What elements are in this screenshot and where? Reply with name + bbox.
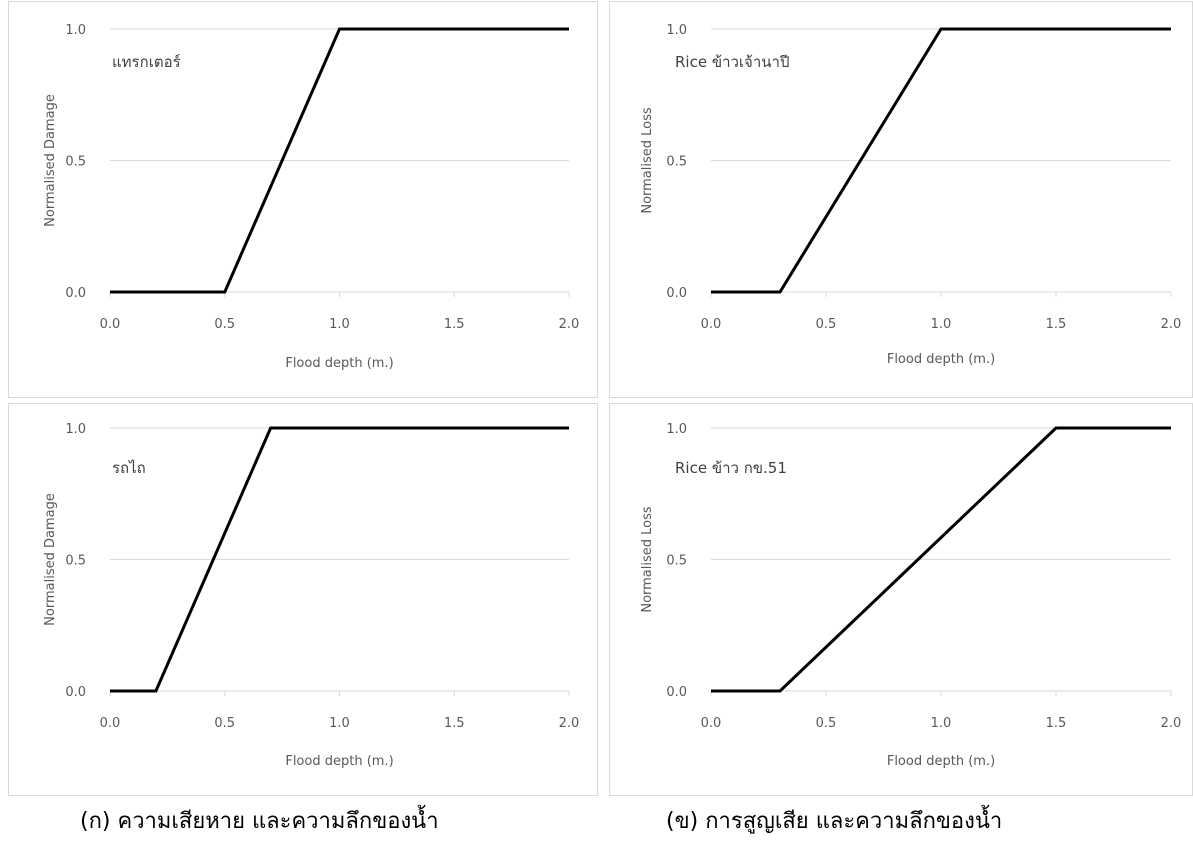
x-tick-label: 1.5 bbox=[1046, 716, 1067, 731]
y-axis-title: Normalised Loss bbox=[640, 506, 655, 613]
series-line bbox=[711, 426, 1171, 693]
x-tick-label: 0.5 bbox=[214, 716, 235, 731]
y-tick-label: 0.5 bbox=[666, 155, 687, 170]
x-tick-label: 0.0 bbox=[100, 716, 121, 731]
y-tick-label: 1.0 bbox=[666, 422, 687, 437]
y-tick-label: 0.0 bbox=[65, 685, 86, 700]
x-tick-label: 2.0 bbox=[559, 317, 580, 332]
y-tick-label: 0.0 bbox=[666, 286, 687, 301]
y-tick-label: 0.5 bbox=[65, 155, 86, 170]
x-axis-title: Flood depth (m.) bbox=[887, 754, 995, 769]
x-tick-label: 1.0 bbox=[931, 716, 952, 731]
chart-svg: 0.0 0.5 1.0 0.0 0.5 1.0 1.5 2.0 Flood depth (m.)… bbox=[640, 422, 1182, 769]
chart-annotation: Rice ข้าว กข.51 bbox=[675, 459, 787, 477]
x-tick-label: 2.0 bbox=[559, 716, 580, 731]
x-tick-label: 2.0 bbox=[1161, 317, 1182, 332]
x-axis-title: Flood depth (m.) bbox=[285, 754, 393, 769]
chart-annotation: รถไถ bbox=[112, 459, 146, 477]
y-tick-label: 0.5 bbox=[65, 554, 86, 569]
x-tick-label: 0.0 bbox=[100, 317, 121, 332]
chart-svg: 0.0 0.5 1.0 0.0 0.5 1.0 1.5 2.0 Flood depth (m.)… bbox=[640, 23, 1182, 367]
chart-panel-rice-napi: 0.0 0.5 1.0 0.0 0.5 1.0 1.5 2.0 Flood depth (m.)… bbox=[609, 1, 1193, 398]
y-tick-label: 1.0 bbox=[65, 422, 86, 437]
y-tick-label: 1.0 bbox=[666, 23, 687, 38]
chart-annotation: Rice ข้าวเจ้านาปี bbox=[675, 53, 789, 71]
series-line bbox=[110, 27, 569, 294]
y-axis-title: Normalised Damage bbox=[43, 94, 58, 227]
x-tick-label: 0.0 bbox=[701, 317, 722, 332]
x-tick-label: 1.5 bbox=[444, 317, 465, 332]
x-tick-label: 1.5 bbox=[1046, 317, 1067, 332]
x-tick-label: 0.5 bbox=[214, 317, 235, 332]
x-tick-label: 1.5 bbox=[444, 716, 465, 731]
x-tick-label: 1.0 bbox=[329, 317, 350, 332]
y-axis-title: Normalised Damage bbox=[43, 493, 58, 626]
x-tick-label: 0.5 bbox=[816, 317, 837, 332]
chart-panel-rice-rd51: 0.0 0.5 1.0 0.0 0.5 1.0 1.5 2.0 Flood depth (m.)… bbox=[609, 403, 1193, 796]
x-tick-label: 0.5 bbox=[816, 716, 837, 731]
x-tick-label: 1.0 bbox=[931, 317, 952, 332]
chart-annotation: แทรกเตอร์ bbox=[112, 53, 181, 71]
y-tick-label: 0.5 bbox=[666, 554, 687, 569]
chart-panel-tractor: 0.0 0.5 1.0 0.0 0.5 1.0 1.5 2.0 Flood depth (m.)… bbox=[8, 1, 598, 398]
y-tick-label: 0.0 bbox=[65, 286, 86, 301]
caption-left: (ก) ความเสียหาย และความลึกของน้ำ bbox=[80, 809, 439, 834]
series-line bbox=[110, 426, 569, 693]
x-axis-title: Flood depth (m.) bbox=[285, 356, 393, 371]
chart-svg: 0.0 0.5 1.0 0.0 0.5 1.0 1.5 2.0 Flood depth (m.)… bbox=[43, 23, 580, 371]
chart-svg: 0.0 0.5 1.0 0.0 0.5 1.0 1.5 2.0 Flood depth (m.)… bbox=[43, 422, 580, 769]
x-tick-label: 0.0 bbox=[701, 716, 722, 731]
chart-panel-plough: 0.0 0.5 1.0 0.0 0.5 1.0 1.5 2.0 Flood depth (m.)… bbox=[8, 403, 598, 796]
series-line bbox=[711, 27, 1171, 294]
caption-right: (ข) การสูญเสีย และความลึกของน้ำ bbox=[666, 809, 1003, 834]
y-axis-title: Normalised Loss bbox=[640, 107, 655, 214]
x-tick-label: 1.0 bbox=[329, 716, 350, 731]
x-tick-label: 2.0 bbox=[1161, 716, 1182, 731]
y-tick-label: 1.0 bbox=[65, 23, 86, 38]
x-axis-title: Flood depth (m.) bbox=[887, 352, 995, 367]
y-tick-label: 0.0 bbox=[666, 685, 687, 700]
